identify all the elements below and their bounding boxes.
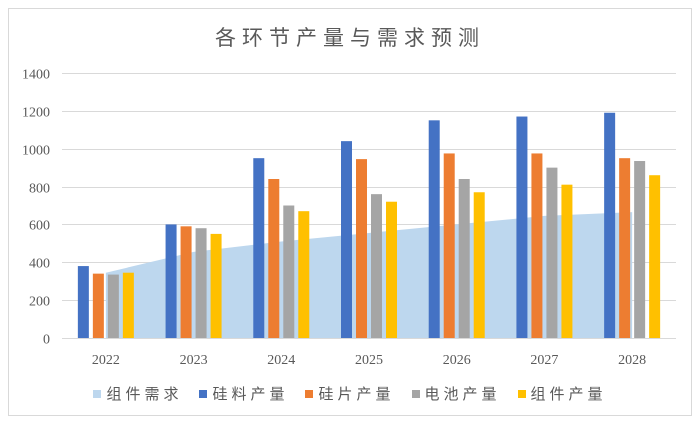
x-tick-label: 2025 [355,353,383,368]
bar [604,112,616,338]
legend-marker-icon [199,389,208,398]
bar [356,159,367,338]
legend: 组件需求 硅料产量 硅片产量 电池产量 组件产量 [0,383,700,404]
legend-label: 硅料产量 [212,386,289,403]
bar [195,228,207,338]
legend-item: 硅片产量 [305,383,394,404]
y-tick-label: 400 [29,257,50,272]
bar [516,116,528,339]
bar [531,153,543,338]
bar [165,224,177,338]
bar [283,205,295,338]
bar [77,266,89,338]
bar [546,167,558,338]
bar [268,179,280,338]
y-tick-label: 0 [43,333,50,348]
bar [210,233,222,338]
bar [428,120,440,338]
legend-marker-icon [517,389,526,398]
bar [371,194,382,338]
area-series [105,212,633,338]
bar [561,184,573,338]
legend-item: 组件需求 [93,383,182,404]
bar [473,192,485,338]
x-tick-label: 2026 [443,353,471,368]
bar [619,158,631,338]
y-tick-label: 600 [29,219,50,234]
x-tick-label: 2023 [180,353,208,368]
legend-label: 组件需求 [106,386,183,403]
legend-item: 硅料产量 [199,383,288,404]
bar [458,179,470,338]
y-tick-label: 200 [29,295,50,310]
legend-marker-icon [93,389,102,398]
bar [107,274,119,338]
legend-label: 硅片产量 [318,386,395,403]
y-tick-label: 1400 [22,68,50,83]
chart-title: 各环节产量与需求预测 [215,26,485,50]
y-tick-label: 800 [29,182,50,197]
legend-label: 组件产量 [530,386,607,403]
legend-item: 组件产量 [517,383,607,404]
x-tick-label: 2022 [92,353,120,368]
bar [341,141,352,338]
bar [634,161,646,338]
y-tick-label: 1200 [22,106,50,121]
legend-item: 电池产量 [411,383,501,404]
bar [122,272,134,338]
y-tick-label: 1000 [22,144,50,159]
bar [443,153,455,338]
bar [649,175,661,338]
x-tick-label: 2027 [530,353,558,368]
legend-label: 电池产量 [424,386,501,403]
legend-marker-icon [305,389,314,398]
bar [92,273,104,338]
bar [180,226,192,338]
bar [386,201,397,338]
x-tick-label: 2024 [267,353,295,368]
legend-marker-icon [411,389,420,398]
x-tick-label: 2028 [618,353,646,368]
bar [298,211,310,338]
bar [253,158,265,338]
